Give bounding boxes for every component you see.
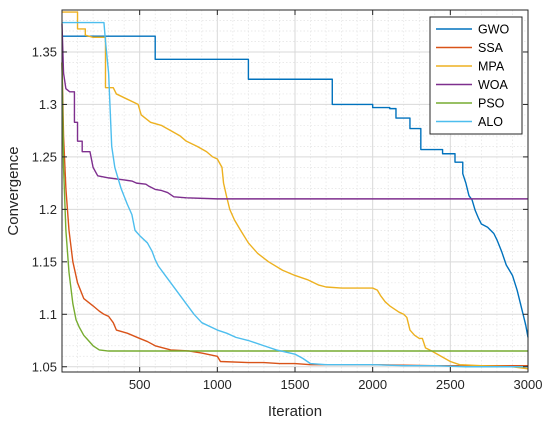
x-tick-label: 2500 [436, 377, 465, 392]
y-axis-label: Convergence [5, 146, 22, 235]
legend-label-pso: PSO [478, 97, 505, 111]
series-line-gwo [62, 35, 529, 338]
x-tick-label: 2000 [358, 377, 387, 392]
x-axis-label: Iteration [268, 403, 322, 420]
y-tick-label: 1.05 [32, 359, 57, 374]
y-tick-label: 1.2 [39, 202, 57, 217]
y-tick-label: 1.25 [32, 149, 57, 164]
legend-label-woa: WOA [478, 78, 509, 92]
y-tick-label: 1.1 [39, 307, 57, 322]
series-line-pso [61, 62, 528, 352]
x-tick-labels: 500 1000 1500 2000 2500 3000 [129, 377, 543, 392]
legend: GWO SSA MPA WOA PSO ALO [429, 16, 523, 135]
y-tick-label: 1.15 [32, 254, 57, 269]
legend-label-alo: ALO [478, 115, 503, 129]
legend-box [429, 16, 523, 135]
y-tick-label: 1.35 [32, 44, 57, 59]
x-tick-label: 500 [129, 377, 151, 392]
axis-ticks [62, 10, 529, 372]
y-tick-labels: 1.05 1.1 1.15 1.2 1.25 1.3 1.35 [32, 44, 57, 374]
legend-label-ssa: SSA [478, 41, 504, 55]
x-tick-label: 1500 [281, 377, 310, 392]
major-grid [62, 10, 528, 372]
series-line-woa [61, 23, 528, 200]
series-line-mpa [62, 11, 529, 370]
legend-label-mpa: MPA [478, 60, 505, 74]
x-tick-label: 1000 [203, 377, 232, 392]
x-tick-label: 3000 [514, 377, 543, 392]
series-line-ssa [61, 62, 528, 367]
legend-label-gwo: GWO [478, 23, 510, 37]
series-line-alo [62, 21, 528, 368]
y-tick-label: 1.3 [39, 97, 57, 112]
series-layer [61, 11, 529, 370]
